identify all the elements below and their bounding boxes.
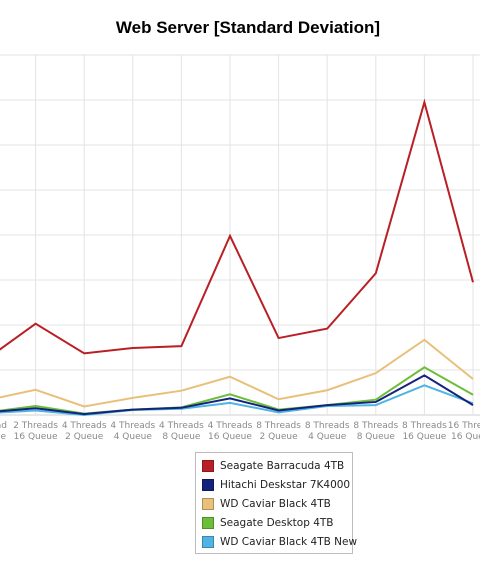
x-tick-label: 4 Threads 2 Queue	[62, 421, 107, 442]
x-tick-label: 8 Threads 4 Queue	[305, 421, 350, 442]
series-layer	[0, 98, 474, 417]
legend-swatch	[202, 497, 214, 510]
legend-label: WD Caviar Black 4TB New	[220, 535, 358, 548]
x-tick-label: 4 Threads 4 Queue	[110, 421, 155, 442]
legend-label: Seagate Barracuda 4TB	[220, 459, 345, 472]
x-tick-label: 2 Threads 16 Queue	[13, 421, 58, 442]
x-tick-label: 8 Threads 2 Queue	[256, 421, 301, 442]
vertical-gridlines	[35, 55, 474, 415]
x-tick-label: 4 Threads 8 Queue	[159, 421, 204, 442]
series-line-seagate-desktop-4tb	[0, 366, 474, 415]
legend: Seagate Barracuda 4TB Hitachi Deskstar 7K…	[195, 452, 357, 554]
legend-label: WD Caviar Black 4TB	[220, 497, 331, 510]
legend-label: Seagate Desktop 4TB	[220, 516, 334, 529]
legend-swatch	[202, 516, 214, 529]
legend-item[interactable]: WD Caviar Black 4TB New	[196, 532, 357, 551]
legend-swatch	[202, 459, 214, 472]
legend-item[interactable]: WD Caviar Black 4TB	[196, 494, 352, 513]
horizontal-gridlines	[0, 54, 480, 416]
legend-label: Hitachi Deskstar 7K4000	[220, 478, 351, 491]
legend-item[interactable]: Hitachi Deskstar 7K4000	[196, 475, 352, 494]
legend-swatch	[202, 478, 214, 491]
legend-item[interactable]: Seagate Barracuda 4TB	[196, 456, 352, 475]
x-tick-label: 8 Threads 16 Queue	[402, 421, 447, 442]
legend-swatch	[202, 535, 214, 548]
legend-item[interactable]: Seagate Desktop 4TB	[196, 513, 352, 532]
series-line-seagate-barracuda-4tb	[0, 98, 474, 355]
x-tick-label: 4 Threads 16 Queue	[208, 421, 253, 442]
x-tick-label: 8 Threads 8 Queue	[353, 421, 398, 442]
series-line-wd-caviar-black-4tb-new	[0, 384, 474, 417]
chart-title: Web Server [Standard Deviation]	[115, 18, 381, 37]
x-tick-label: 1 Thread1 Queue	[0, 421, 7, 442]
series-line-hitachi-deskstar-7k4000	[0, 374, 474, 416]
series-line-wd-caviar-black-4tb	[0, 338, 474, 408]
